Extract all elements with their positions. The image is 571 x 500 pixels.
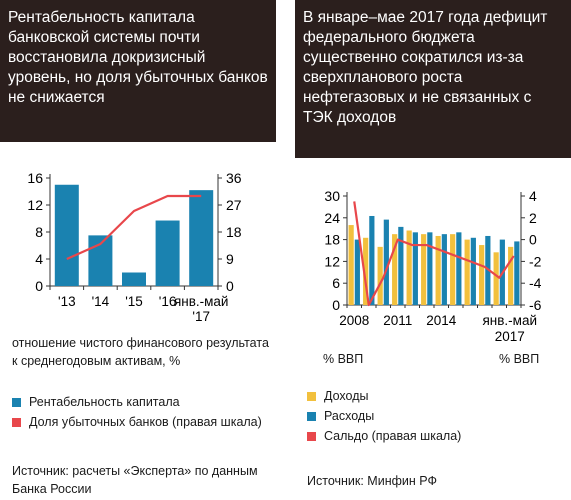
- left-legend: Рентабельность капитала Доля убыточных б…: [12, 392, 262, 432]
- bar-profitability: [189, 190, 214, 286]
- left-note: отношение чистого финансового результата…: [12, 336, 269, 368]
- left-panel: Рентабельность капитала банковской систе…: [0, 0, 276, 500]
- y-tick-label-left: 24: [324, 210, 340, 226]
- y-tick-label-right: -4: [529, 275, 542, 291]
- x-tick-label: 2014: [426, 313, 457, 328]
- y-tick-label-right: 9: [226, 251, 234, 267]
- legend-item-revenue: Доходы: [307, 386, 461, 406]
- x-tick-label: янв.-май 2017: [482, 313, 537, 344]
- y-tick-label-left: 0: [332, 297, 340, 313]
- legend-swatch-red: [12, 417, 21, 427]
- bar-expenses: [383, 219, 389, 305]
- left-source: Источник: расчеты «Эксперта» по данным Б…: [12, 464, 258, 496]
- y-tick-label-left: 6: [332, 275, 340, 291]
- bar-expenses: [456, 232, 462, 305]
- legend-label: Расходы: [324, 409, 375, 423]
- y-tick-label-right: 0: [226, 278, 234, 294]
- right-panel: В январе–мае 2017 года дефицит федеральн…: [295, 0, 571, 500]
- y-tick-label-left: 30: [324, 188, 340, 204]
- x-tick-label: янв.-май '17: [174, 294, 229, 324]
- right-legend: Доходы Расходы Сальдо (правая шкала): [307, 386, 461, 446]
- bar-revenue: [493, 252, 499, 305]
- y-tick-label-left: 12: [324, 253, 340, 269]
- legend-item-profitability: Рентабельность капитала: [12, 392, 262, 412]
- bar-expenses: [470, 237, 476, 305]
- y-tick-label-right: -2: [529, 253, 542, 269]
- bar-revenue: [363, 237, 369, 305]
- bar-profitability: [155, 220, 180, 286]
- legend-swatch-yellow: [307, 391, 316, 401]
- line-balance: [353, 201, 515, 307]
- bar-expenses: [514, 241, 520, 305]
- y-tick-label-left: 16: [27, 170, 43, 186]
- left-title: Рентабельность капитала банковской систе…: [0, 0, 276, 142]
- legend-label: Доходы: [324, 389, 369, 403]
- bar-revenue: [435, 235, 441, 305]
- bar-revenue: [479, 245, 485, 305]
- y-tick-label-right: 18: [226, 224, 242, 240]
- legend-swatch-blue: [12, 397, 21, 407]
- y-tick-label-right: 0: [529, 232, 537, 248]
- bar-expenses: [354, 239, 360, 305]
- y-tick-label-right: 27: [226, 197, 242, 213]
- y-tick-label-left: 4: [35, 251, 43, 267]
- y-tick-label-left: 0: [35, 278, 43, 294]
- x-tick-label: 2011: [383, 313, 412, 328]
- x-tick-label: 2008: [339, 313, 369, 328]
- bar-expenses: [441, 234, 447, 305]
- y-tick-label-right: -6: [529, 297, 542, 313]
- bar-revenue: [406, 230, 412, 305]
- y-tick-label-right: 4: [529, 188, 537, 204]
- right-source: Источник: Минфин РФ: [307, 474, 437, 488]
- bar-revenue: [450, 234, 456, 305]
- legend-swatch-blue: [307, 411, 316, 421]
- y-tick-label-right: 2: [529, 210, 537, 226]
- legend-swatch-red: [307, 431, 316, 441]
- bar-profitability: [122, 272, 146, 286]
- legend-item-balance: Сальдо (правая шкала): [307, 426, 461, 446]
- legend-item-expenses: Расходы: [307, 406, 461, 426]
- y-tick-label-left: 12: [27, 197, 43, 213]
- y-tick-label-left: 18: [324, 232, 340, 248]
- x-tick-label: '15: [125, 294, 143, 309]
- legend-label: Доля убыточных банков (правая шкала): [29, 415, 262, 429]
- x-tick-label: '13: [58, 294, 76, 309]
- bar-revenue: [348, 225, 354, 305]
- bar-expenses: [398, 226, 404, 305]
- unit-left: % ВВП: [323, 352, 364, 366]
- line-loss-share: [66, 194, 202, 261]
- x-tick-label: '14: [92, 294, 110, 309]
- legend-item-loss-share: Доля убыточных банков (правая шкала): [12, 412, 262, 432]
- legend-label: Рентабельность капитала: [29, 395, 180, 409]
- bar-revenue: [421, 234, 427, 305]
- bar-profitability: [54, 184, 79, 286]
- bar-expenses: [412, 232, 418, 305]
- bar-revenue: [464, 239, 470, 305]
- right-title: В январе–мае 2017 года дефицит федеральн…: [295, 0, 571, 158]
- legend-label: Сальдо (правая шкала): [324, 429, 462, 443]
- y-tick-label-right: 36: [226, 170, 242, 186]
- bar-expenses: [427, 232, 433, 305]
- unit-right: % ВВП: [499, 352, 540, 366]
- bar-revenue: [508, 246, 514, 305]
- x-tick-label: '16: [159, 294, 177, 309]
- y-tick-label-left: 8: [35, 224, 43, 240]
- bar-revenue: [392, 234, 398, 305]
- bar-expenses: [369, 215, 375, 305]
- bar-revenue: [377, 246, 383, 305]
